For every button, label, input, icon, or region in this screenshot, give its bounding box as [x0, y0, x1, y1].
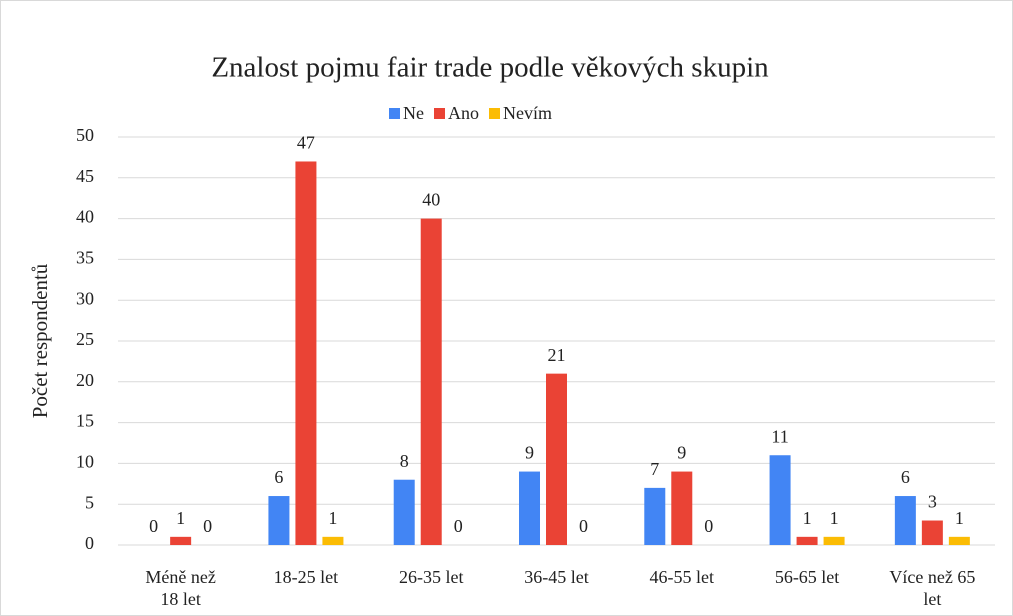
data-label: 8: [400, 451, 409, 471]
x-tick-label: Méně než 18 let: [145, 567, 216, 609]
y-tick-label: 25: [76, 329, 94, 349]
data-label: 40: [422, 190, 440, 210]
x-tick-label: 56-65 let: [774, 567, 840, 587]
x-tick-label: 26-35 let: [398, 567, 464, 587]
bar: [671, 471, 693, 545]
y-tick-label: 0: [85, 533, 94, 553]
data-label: 1: [328, 508, 337, 528]
bar: [420, 218, 442, 545]
data-label: 0: [454, 516, 463, 536]
data-label: 0: [704, 516, 713, 536]
y-tick-label: 35: [76, 248, 94, 268]
bar: [644, 487, 666, 545]
x-tick-label: Více než 65 let: [889, 567, 976, 609]
bar: [170, 536, 192, 545]
bar: [322, 536, 344, 545]
y-tick-label: 30: [76, 288, 94, 308]
legend-swatch: [434, 108, 445, 119]
data-label: 1: [955, 508, 964, 528]
y-tick-label: 15: [76, 411, 94, 431]
x-tick-label: 18-25 let: [273, 567, 339, 587]
bar: [823, 536, 845, 545]
bar: [268, 496, 290, 545]
legend-label: Ano: [448, 103, 479, 123]
y-tick-label: 50: [76, 125, 94, 145]
data-label: 1: [803, 508, 812, 528]
legend-label: Ne: [403, 103, 424, 123]
data-label: 6: [274, 467, 283, 487]
bar: [894, 496, 916, 545]
data-label: 9: [677, 443, 686, 463]
data-label: 1: [176, 508, 185, 528]
bar: [796, 536, 818, 545]
bar: [769, 455, 791, 545]
legend-swatch: [389, 108, 400, 119]
data-label: 0: [149, 516, 158, 536]
chart-title: Znalost pojmu fair trade podle věkových …: [211, 52, 769, 84]
legend-label: Nevím: [503, 103, 552, 123]
data-label: 1: [830, 508, 839, 528]
bar: [519, 471, 540, 545]
data-label: 7: [650, 459, 659, 479]
bar: [295, 161, 317, 546]
legend-swatch: [489, 108, 500, 119]
y-tick-label: 40: [76, 207, 94, 227]
data-label: 9: [525, 443, 534, 463]
y-tick-label: 5: [85, 492, 94, 512]
x-tick-label: 36-45 let: [524, 567, 589, 587]
data-label: 6: [901, 467, 910, 487]
y-tick-label: 20: [76, 370, 94, 390]
y-tick-label: 45: [76, 166, 94, 186]
bar: [393, 479, 415, 545]
data-label: 3: [928, 492, 937, 512]
data-label: 21: [548, 345, 566, 365]
data-label: 47: [297, 133, 315, 153]
y-axis-label: Počet respondentů: [28, 263, 52, 418]
bar: [948, 536, 970, 545]
x-tick-label: 46-55 let: [649, 567, 715, 587]
bar: [921, 520, 943, 545]
bar: [546, 373, 567, 545]
data-label: 11: [771, 426, 788, 446]
data-label: 0: [579, 516, 588, 536]
data-label: 0: [203, 516, 212, 536]
y-tick-label: 10: [76, 452, 94, 472]
